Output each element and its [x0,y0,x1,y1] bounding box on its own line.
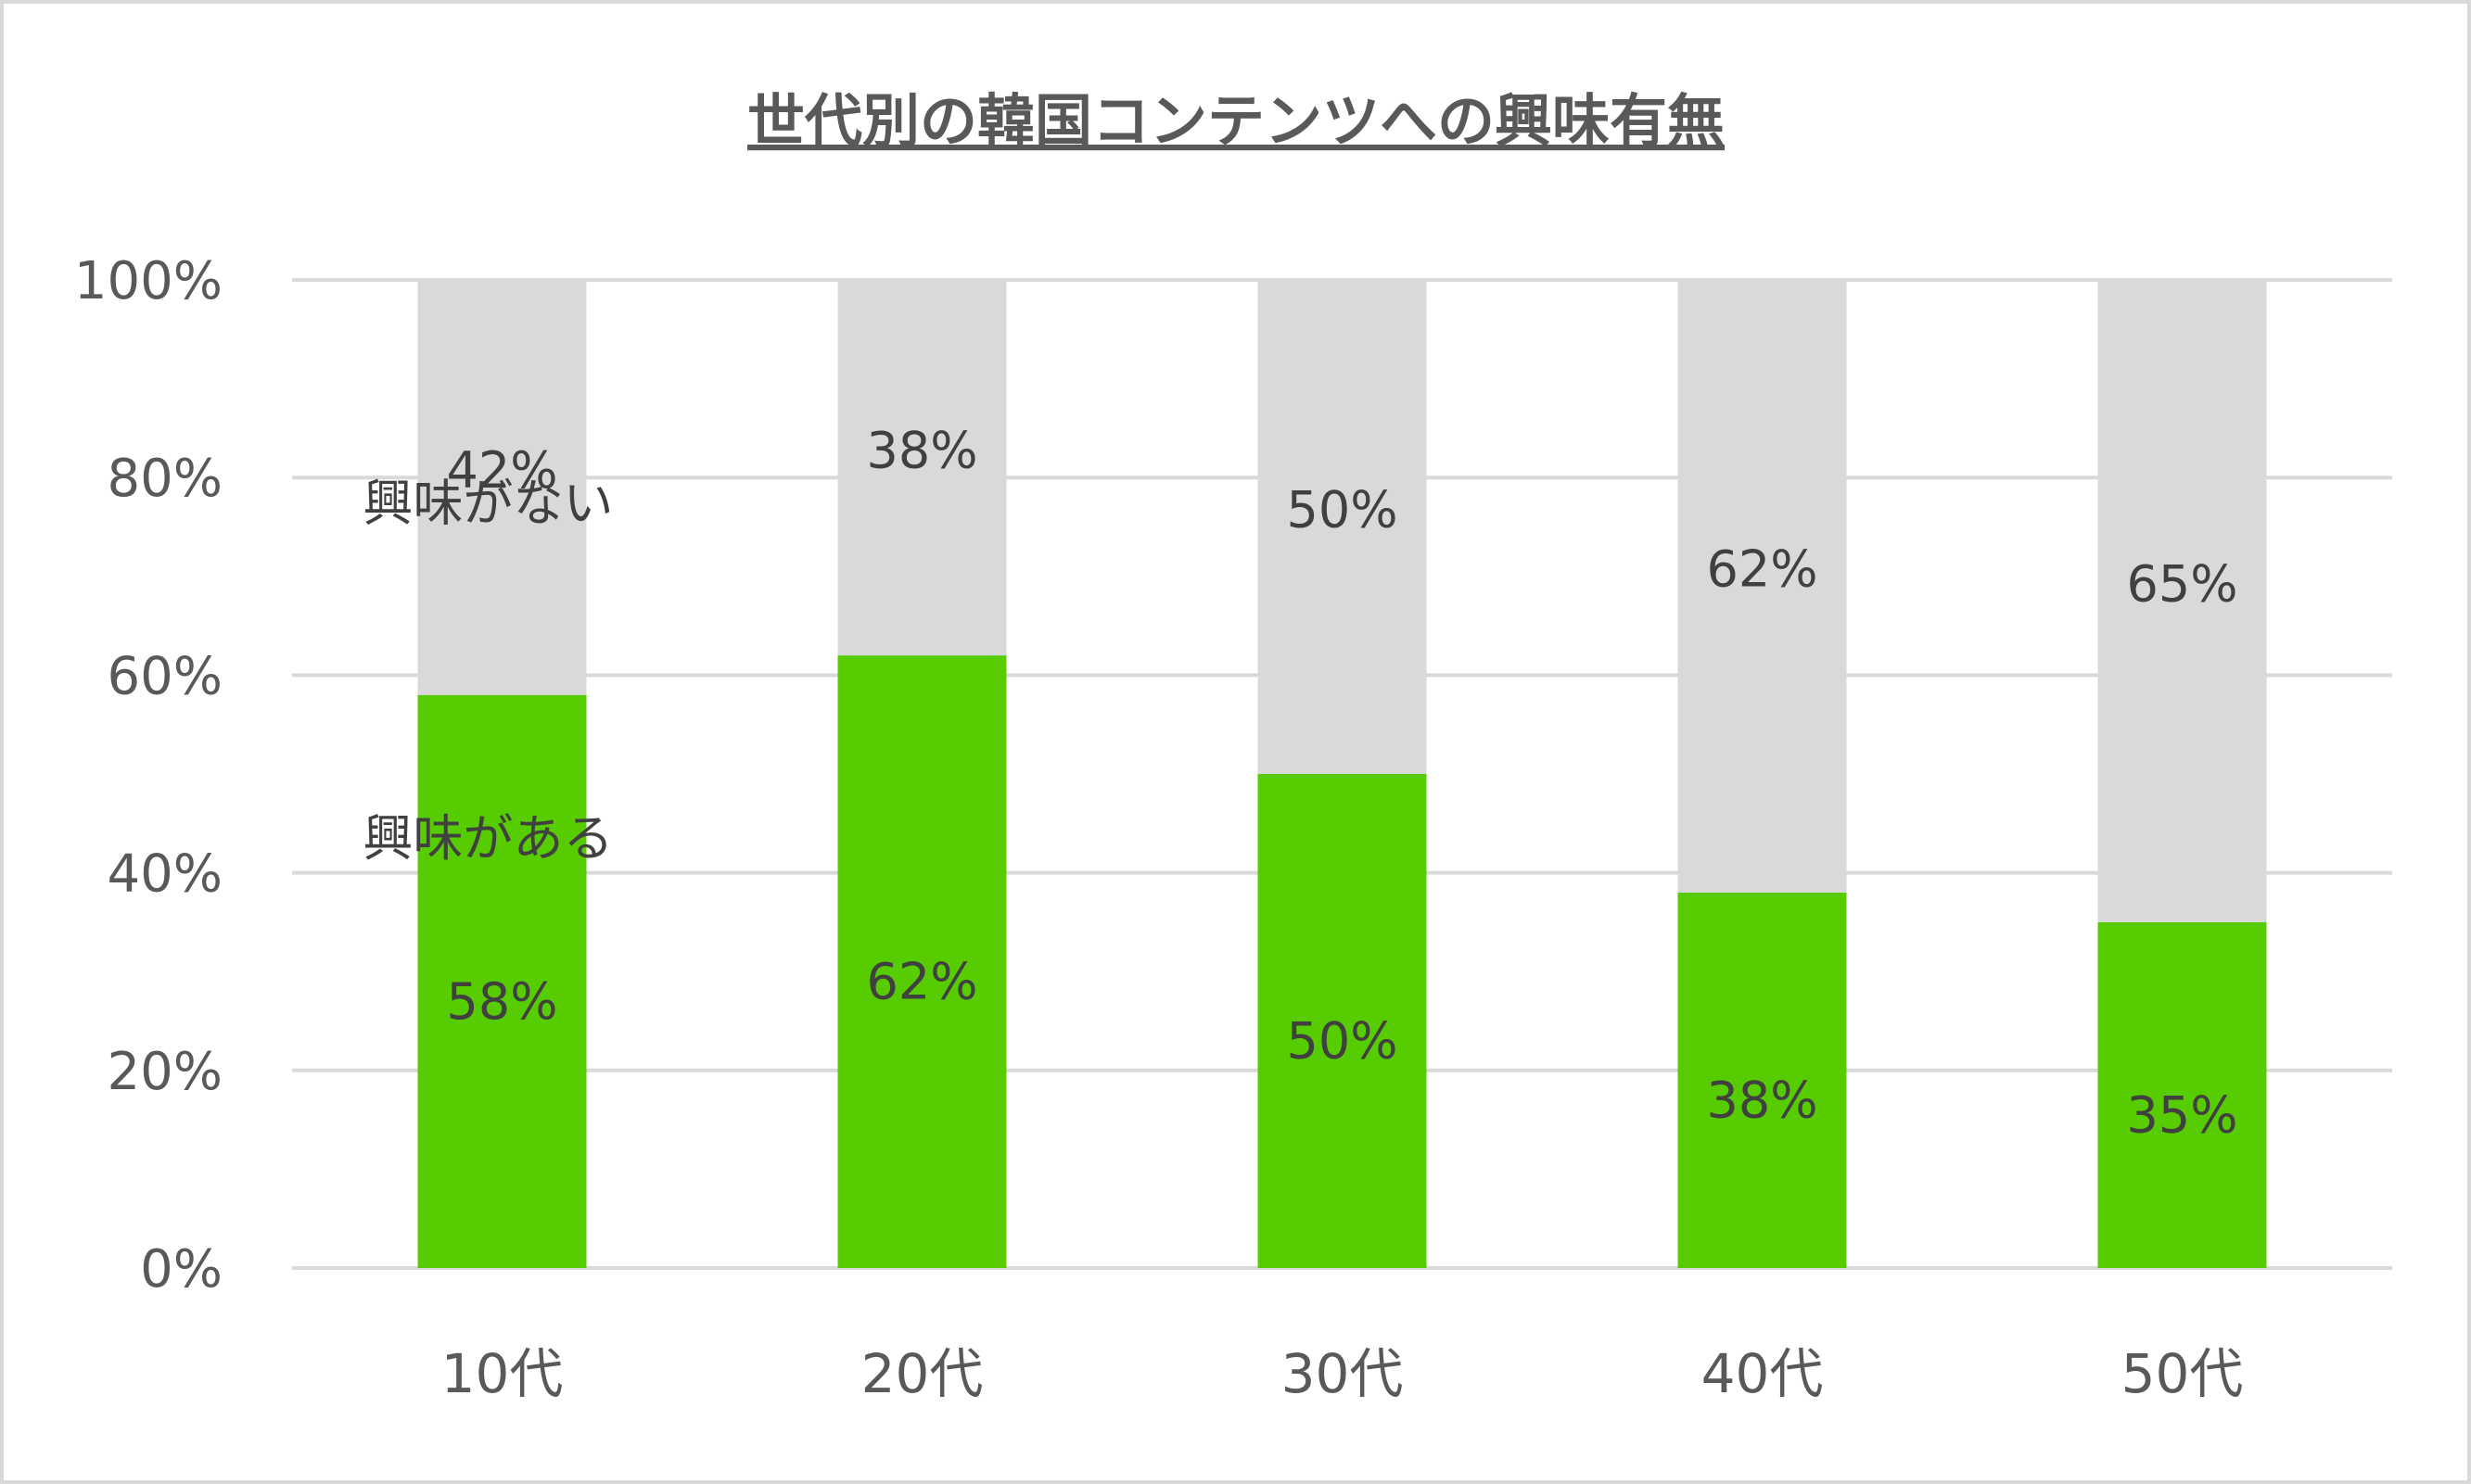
x-category-label: 30代 [1281,1342,1404,1405]
y-tick-label: 60% [108,646,223,706]
y-tick-label: 20% [108,1042,223,1102]
y-tick-label: 0% [140,1239,223,1300]
data-label: 50% [1286,1012,1397,1071]
data-label: 62% [866,953,977,1011]
x-category-label: 50代 [2121,1342,2244,1405]
data-label: 38% [1706,1071,1817,1129]
bar-interested [1677,892,1847,1268]
data-labels: 58% 42% 62% 38% 50% 50% 38% 62% 35% 65% [446,422,2237,1145]
bar-not-interested [417,280,587,695]
data-label: 58% [446,972,557,1031]
series-labels: 興味がある 興味がない [363,475,614,868]
bars [417,280,2267,1268]
y-axis-ticks: 0% 20% 40% 60% 80% 100% [74,251,223,1300]
bar-not-interested [1257,280,1427,774]
data-label: 62% [1706,539,1817,598]
x-axis-categories: 10代 20代 30代 40代 50代 [441,1342,2244,1405]
bar-not-interested [1677,280,1847,893]
x-category-label: 20代 [861,1342,984,1405]
bar-interested [837,655,1007,1268]
bar-interested [2097,921,2267,1268]
data-label: 35% [2126,1085,2237,1144]
x-category-label: 40代 [1701,1342,1824,1405]
chart-title: 世代別の韓国コンテンツへの興味有無 [747,87,1725,155]
bar-not-interested [2097,280,2267,922]
data-label: 42% [446,441,557,500]
series-label-interested: 興味がある [363,809,614,868]
bar-interested [1257,774,1427,1268]
x-category-label: 10代 [441,1342,564,1405]
data-label: 50% [1286,481,1397,539]
bar-interested [417,694,587,1268]
y-tick-label: 80% [108,449,223,509]
data-label: 38% [866,422,977,480]
y-tick-label: 40% [108,844,223,905]
y-tick-label: 100% [74,251,223,311]
data-label: 65% [2126,554,2237,613]
bar-not-interested [837,280,1007,656]
series-label-not-interested: 興味がない [363,475,614,533]
